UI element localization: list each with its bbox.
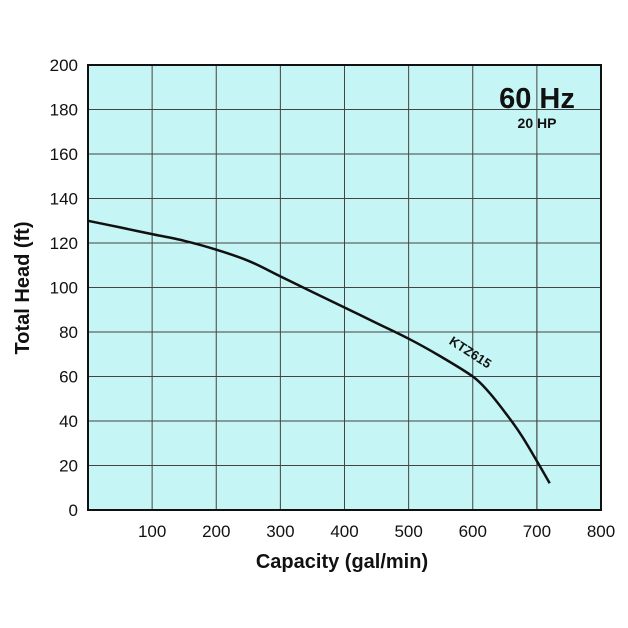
y-tick-label: 20 <box>59 457 78 476</box>
x-tick-label: 600 <box>459 522 487 541</box>
x-tick-label: 200 <box>202 522 230 541</box>
y-axis-label: Total Head (ft) <box>12 222 34 355</box>
x-tick-label: 400 <box>330 522 358 541</box>
y-tick-label: 0 <box>69 501 78 520</box>
y-tick-label: 40 <box>59 412 78 431</box>
y-tick-label: 100 <box>50 279 78 298</box>
y-tick-labels: 0 20 40 60 80 100 120 140 160 180 200 <box>50 56 78 520</box>
x-tick-label: 100 <box>138 522 166 541</box>
x-tick-label: 500 <box>394 522 422 541</box>
y-tick-label: 200 <box>50 56 78 75</box>
plot-frame <box>87 64 602 511</box>
x-tick-labels: 100 200 300 400 500 600 700 800 <box>138 522 615 541</box>
y-tick-label: 180 <box>50 101 78 120</box>
series-line-ktz615 <box>87 219 551 484</box>
y-tick-label: 160 <box>50 145 78 164</box>
y-tick-label: 120 <box>50 234 78 253</box>
y-tick-label: 140 <box>50 190 78 209</box>
frequency-annotation: 60 Hz <box>499 83 575 115</box>
x-axis-label: Capacity (gal/min) <box>256 551 428 573</box>
x-tick-label: 700 <box>523 522 551 541</box>
power-annotation: 20 HP <box>518 115 557 131</box>
y-tick-label: 60 <box>59 368 78 387</box>
y-tick-label: 80 <box>59 323 78 342</box>
x-tick-label: 300 <box>266 522 294 541</box>
x-tick-label: 800 <box>587 522 615 541</box>
